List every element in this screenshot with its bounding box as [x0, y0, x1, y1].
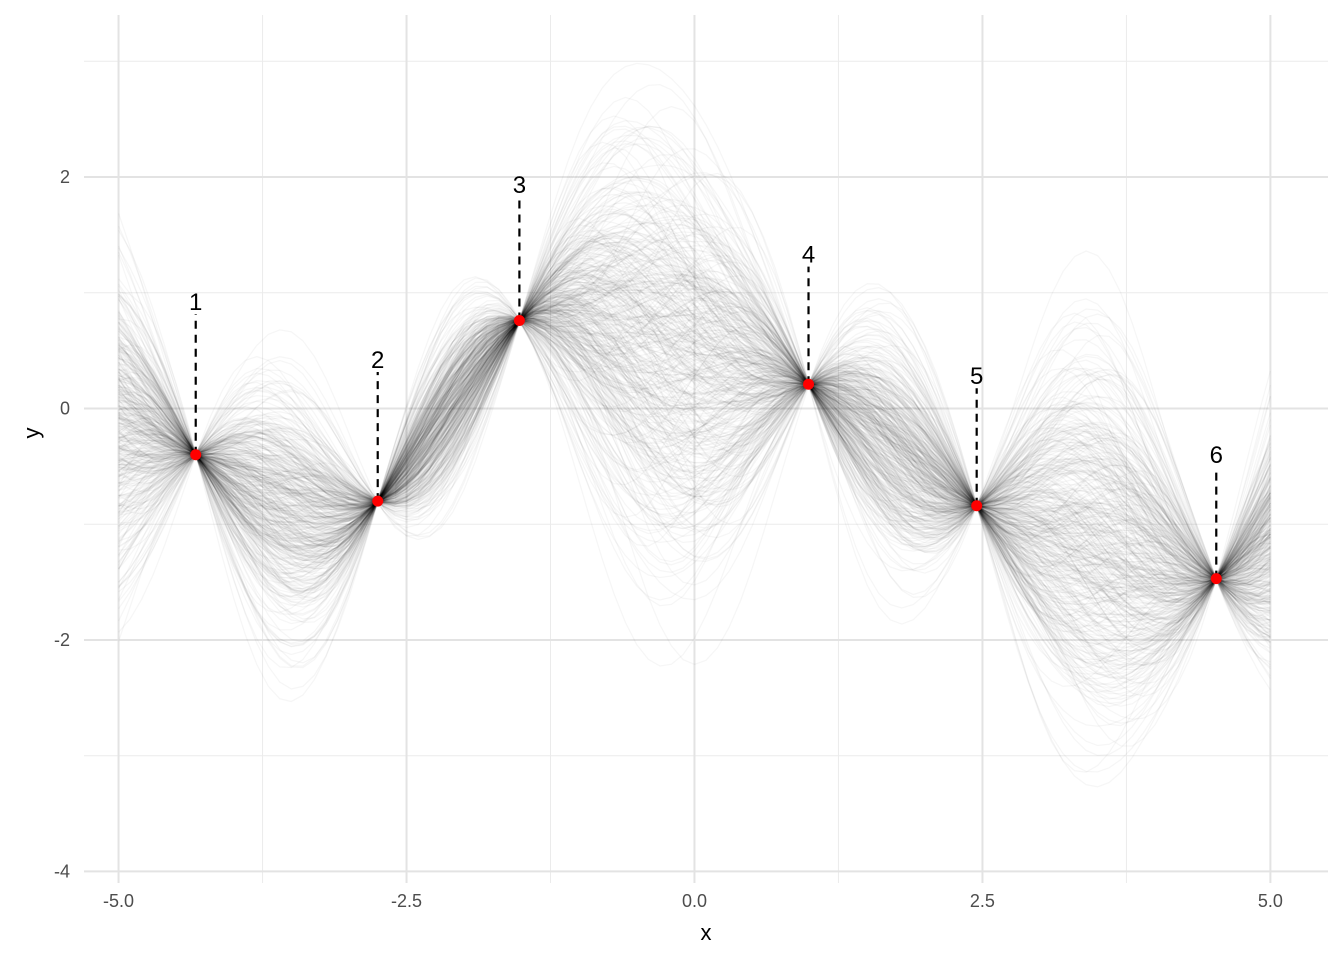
observed-point — [1210, 573, 1222, 585]
observed-point — [513, 315, 525, 327]
point-leader-lines — [194, 197, 1218, 579]
x-tick-label: 2.5 — [970, 891, 995, 911]
y-axis-title: y — [19, 428, 44, 439]
major-gridlines — [84, 15, 1328, 883]
point-label-text: 1 — [189, 289, 202, 316]
minor-gridlines — [84, 15, 1328, 883]
x-tick-label: -2.5 — [391, 891, 422, 911]
observed-points — [190, 315, 1222, 585]
observed-point — [190, 449, 202, 461]
point-label-text: 6 — [1210, 442, 1223, 469]
x-tick-label: 0.0 — [682, 891, 707, 911]
y-tick-label: 2 — [60, 167, 70, 187]
x-tick-label: -5.0 — [103, 891, 134, 911]
point-labels: 1 2 3 4 5 6 — [189, 172, 1223, 469]
y-tick-label: 0 — [60, 398, 70, 418]
x-axis-title: x — [701, 920, 712, 945]
point-label-text: 3 — [513, 172, 526, 199]
point-label-text: 2 — [371, 347, 384, 374]
y-tick-label: -4 — [54, 861, 70, 881]
observed-point — [372, 495, 384, 507]
y-axis-ticks: -4 -2 0 2 — [54, 167, 70, 881]
point-label-text: 4 — [802, 242, 815, 269]
point-label-text: 5 — [970, 363, 983, 390]
x-tick-label: 5.0 — [1258, 891, 1283, 911]
observed-point — [971, 500, 983, 512]
y-tick-label: -2 — [54, 630, 70, 650]
x-axis-ticks: -5.0 -2.5 0.0 2.5 5.0 — [103, 891, 1283, 911]
observed-point — [803, 378, 815, 390]
